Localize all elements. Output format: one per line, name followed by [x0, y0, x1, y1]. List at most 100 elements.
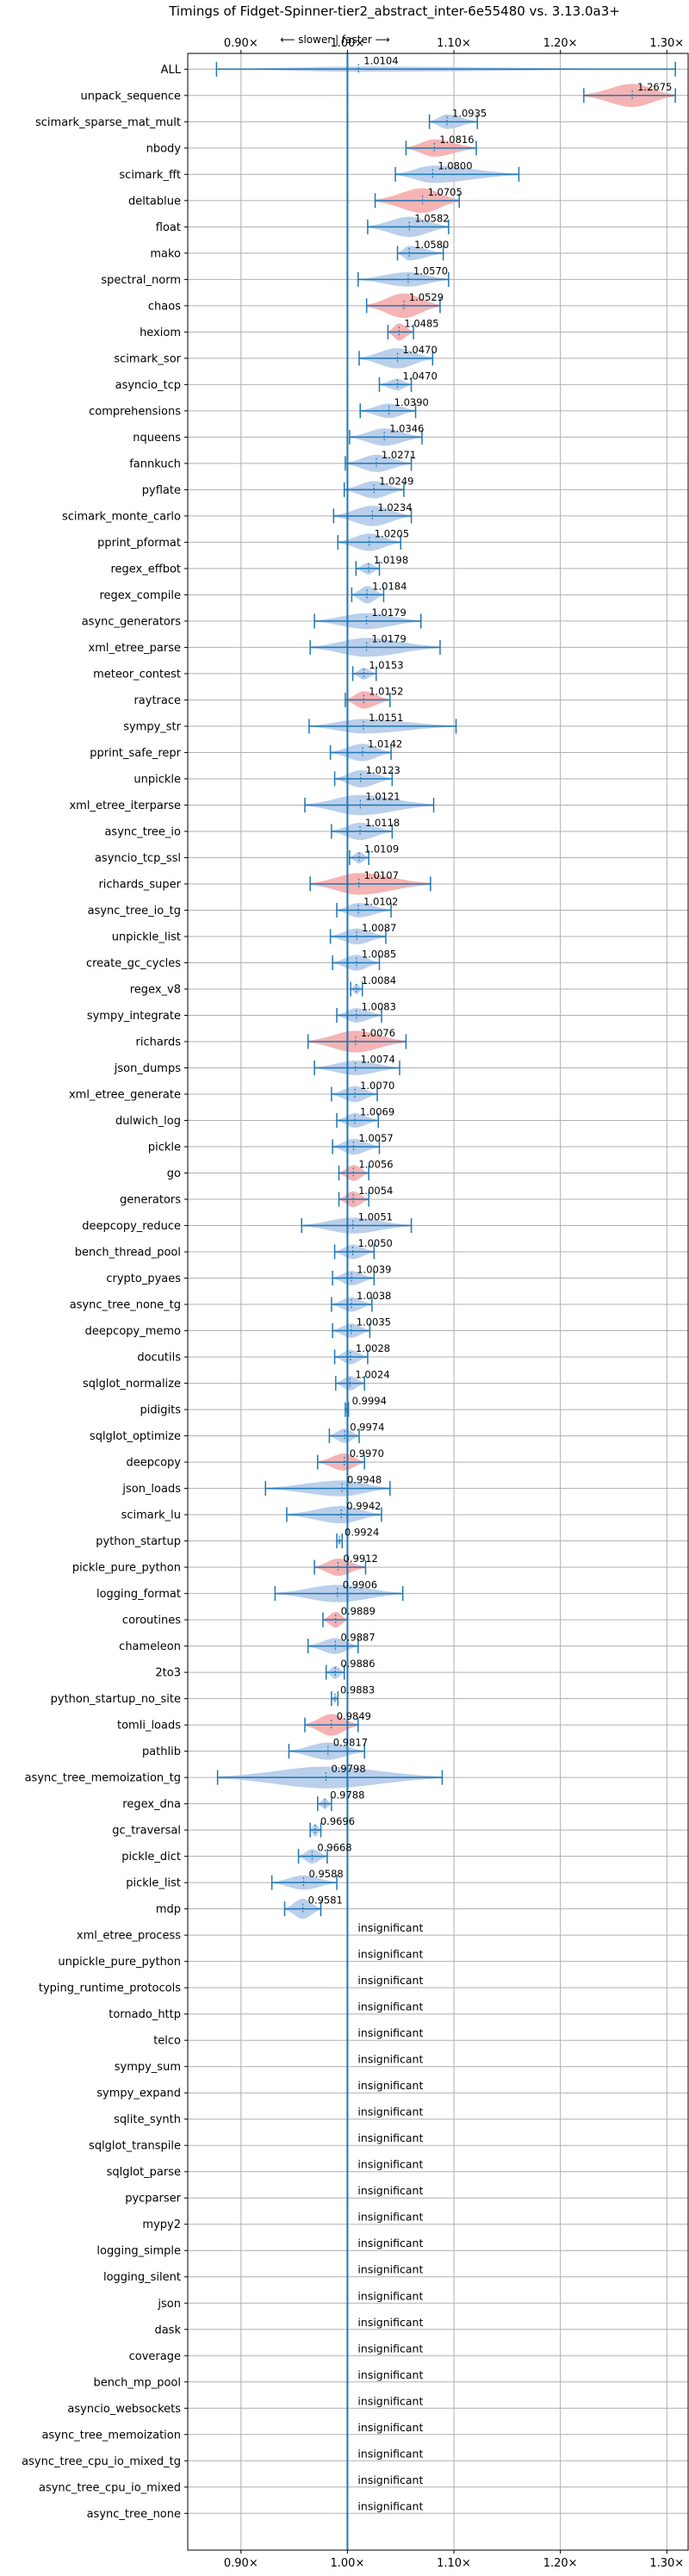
value-label: 1.0470 — [403, 344, 438, 356]
y-tick-label: async_generators — [82, 615, 182, 628]
value-label: 1.0152 — [369, 685, 403, 697]
x-tick-label-top: 0.90× — [224, 37, 258, 50]
x-tick-label-top: 1.10× — [437, 37, 471, 50]
y-tick-label: deltablue — [128, 195, 181, 208]
y-tick-label: deepcopy_memo — [85, 1325, 181, 1338]
y-tick-label: richards — [136, 1036, 182, 1048]
value-label: 1.0070 — [360, 1080, 394, 1092]
insignificant-label: insignificant — [357, 2263, 423, 2276]
y-tick-label: json_loads — [121, 1483, 181, 1496]
value-label: 1.0038 — [357, 1290, 391, 1302]
value-label: 1.0054 — [358, 1185, 393, 1197]
value-label: 1.0800 — [438, 159, 472, 171]
value-label: 0.9970 — [350, 1447, 384, 1459]
value-label: 1.0035 — [357, 1316, 391, 1328]
x-tick-label-bottom: 1.00× — [331, 2557, 365, 2570]
insignificant-label: insignificant — [357, 2499, 423, 2512]
y-tick-label: xml_etree_generate — [69, 1089, 181, 1102]
y-tick-label: scimark_sor — [114, 352, 181, 365]
y-tick-label: bench_thread_pool — [75, 1247, 181, 1260]
value-label: 1.0582 — [414, 212, 449, 224]
y-tick-label: scimark_lu — [121, 1509, 181, 1522]
value-label: 1.0234 — [377, 501, 412, 513]
value-label: 1.0118 — [365, 817, 400, 829]
insignificant-label: insignificant — [357, 2394, 423, 2407]
value-label: 1.0057 — [358, 1132, 393, 1144]
y-tick-label: generators — [120, 1194, 181, 1207]
y-tick-label: sqlglot_transpile — [89, 2140, 181, 2153]
y-tick-label: async_tree_memoization_tg — [25, 1772, 181, 1785]
insignificant-label: insignificant — [357, 2421, 423, 2434]
y-tick-label: pickle — [148, 1142, 181, 1154]
y-tick-label: sympy_str — [123, 720, 181, 733]
y-tick-label: fannkuch — [129, 457, 181, 470]
insignificant-label: insignificant — [357, 1948, 423, 1961]
x-tick-label-bottom: 1.30× — [649, 2557, 684, 2570]
labels-layer: ALL 1.0104 unpack_sequence 1.2675 scimark_sp… — [22, 54, 672, 2520]
y-tick-label: typing_runtime_protocols — [39, 1982, 181, 1995]
value-label: 1.0816 — [439, 134, 474, 146]
insignificant-label: insignificant — [357, 2000, 423, 2013]
value-label: 0.9798 — [331, 1763, 365, 1775]
value-label: 1.0039 — [357, 1264, 391, 1276]
value-label: 1.0346 — [389, 422, 424, 434]
y-tick-label: nqueens — [133, 432, 181, 445]
value-label: 1.0470 — [403, 370, 438, 382]
insignificant-label: insignificant — [357, 2026, 423, 2039]
value-label: 1.0935 — [452, 107, 487, 119]
y-tick-label: regex_effbot — [110, 563, 181, 576]
y-tick-label: pickle_list — [126, 1877, 181, 1890]
y-tick-label: sqlglot_optimize — [90, 1430, 181, 1443]
y-tick-label: pyflate — [142, 484, 181, 497]
y-tick-label: async_tree_cpu_io_mixed_tg — [22, 2455, 181, 2468]
y-tick-label: bench_mp_pool — [93, 2376, 181, 2389]
y-tick-label: coroutines — [122, 1615, 181, 1627]
y-tick-label: nbody — [146, 142, 182, 155]
y-tick-label: meteor_contest — [93, 668, 181, 681]
y-tick-label: unpickle_pure_python — [58, 1956, 181, 1969]
value-label: 0.9588 — [308, 1868, 343, 1880]
value-label: 1.0074 — [361, 1054, 395, 1066]
y-tick-label: regex_dna — [122, 1798, 181, 1811]
y-tick-label: unpickle_list — [112, 930, 181, 943]
insignificant-label: insignificant — [357, 2184, 423, 2197]
y-tick-label: async_tree_cpu_io_mixed — [39, 2481, 181, 2494]
x-tick-label-bottom: 1.20× — [543, 2557, 578, 2570]
y-tick-label: async_tree_io — [104, 825, 181, 838]
value-label: 0.9924 — [344, 1527, 379, 1539]
value-label: 1.0485 — [404, 317, 438, 329]
y-tick-label: dask — [154, 2324, 181, 2336]
y-tick-label: comprehensions — [89, 405, 181, 418]
value-label: 1.0271 — [382, 449, 416, 461]
value-label: 1.0107 — [364, 869, 399, 881]
value-label: 1.0069 — [360, 1106, 394, 1118]
value-label: 1.0390 — [394, 396, 429, 408]
value-label: 1.0249 — [379, 475, 413, 487]
insignificant-label: insignificant — [357, 2368, 423, 2381]
insignificant-label: insignificant — [357, 2289, 423, 2302]
y-tick-label: pycparser — [125, 2193, 181, 2206]
insignificant-label: insignificant — [357, 2053, 423, 2066]
y-tick-label: json — [157, 2298, 181, 2311]
value-label: 1.0087 — [362, 922, 396, 934]
y-tick-label: asyncio_tcp — [115, 379, 181, 392]
y-tick-label: scimark_sparse_mat_mult — [35, 116, 181, 129]
y-tick-label: sympy_sum — [115, 2061, 181, 2074]
value-label: 1.0084 — [362, 974, 396, 986]
y-tick-label: unpack_sequence — [80, 90, 181, 103]
value-label: 1.0024 — [355, 1369, 389, 1381]
x-tick-label-top: 1.00× — [331, 37, 365, 50]
y-tick-label: richards_super — [98, 878, 181, 891]
y-tick-label: sympy_expand — [96, 2088, 181, 2100]
y-tick-label: deepcopy — [126, 1457, 181, 1470]
y-tick-label: regex_v8 — [130, 983, 181, 996]
value-label: 0.9942 — [346, 1500, 381, 1512]
y-tick-label: async_tree_none — [87, 2508, 181, 2521]
y-tick-label: dulwich_log — [115, 1115, 181, 1128]
insignificant-label: insignificant — [357, 2158, 423, 2171]
y-tick-label: asyncio_websockets — [67, 2403, 181, 2416]
insignificant-label: insignificant — [357, 2316, 423, 2329]
y-tick-label: docutils — [137, 1352, 181, 1365]
x-tick-label-top: 1.30× — [649, 37, 684, 50]
value-label: 1.0028 — [356, 1342, 390, 1354]
